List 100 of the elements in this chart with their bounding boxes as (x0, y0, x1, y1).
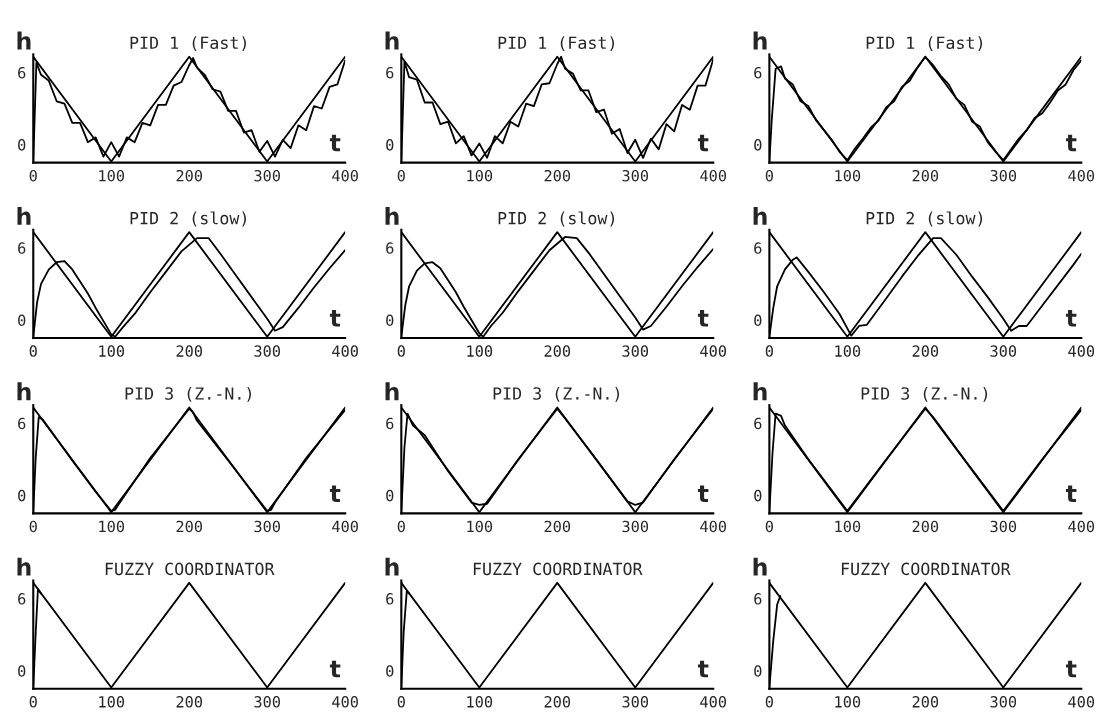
y-tick-label: 6 (386, 593, 394, 605)
y-axis-title: h (17, 31, 31, 50)
x-tick-label: 0 (765, 520, 773, 533)
y-tick-label: 6 (386, 242, 394, 254)
x-axis-title: t (1065, 134, 1077, 152)
x-axis-title: t (1065, 660, 1077, 678)
x-tick-label: 400 (332, 345, 358, 357)
x-tick-label: 300 (622, 520, 649, 533)
x-tick-label: 300 (622, 696, 649, 708)
x-tick-label: 100 (99, 169, 125, 182)
chart-title: FUZZY COORDINATOR (841, 562, 1011, 576)
y-axis-title: h (385, 31, 399, 50)
x-tick-label: 100 (467, 169, 493, 182)
y-axis-title: h (17, 206, 31, 225)
x-tick-label: 300 (622, 345, 649, 357)
x-tick-label: 0 (765, 169, 773, 182)
x-tick-label: 100 (99, 345, 125, 357)
y-tick-label: 6 (18, 66, 26, 79)
x-tick-label: 300 (254, 169, 281, 182)
x-tick-label: 300 (990, 345, 1017, 357)
y-tick-label: 0 (18, 489, 26, 502)
x-tick-label: 400 (700, 696, 727, 708)
y-tick-label: 0 (386, 139, 394, 151)
y-axis-title: h (385, 382, 399, 401)
chart-title: PID 3 (Z.-N.) (861, 386, 988, 402)
x-tick-label: 400 (332, 696, 358, 708)
y-axis-title: h (17, 557, 31, 576)
x-tick-label: 200 (176, 696, 203, 708)
x-tick-label: 100 (835, 520, 861, 533)
x-tick-label: 300 (990, 169, 1017, 182)
x-tick-label: 300 (254, 345, 281, 357)
x-tick-label: 200 (176, 520, 203, 533)
x-tick-label: 400 (1068, 696, 1095, 708)
x-axis-title: t (329, 310, 341, 327)
x-tick-label: 200 (544, 169, 571, 182)
x-tick-label: 200 (912, 696, 939, 708)
x-tick-label: 0 (397, 520, 405, 533)
x-tick-label: 100 (467, 345, 493, 357)
y-tick-label: 6 (754, 66, 762, 79)
x-tick-label: 300 (990, 696, 1017, 708)
x-tick-label: 100 (835, 696, 861, 708)
x-tick-label: 100 (467, 520, 493, 533)
y-axis-title: h (753, 382, 767, 401)
chart-title: FUZZY COORDINATOR (105, 562, 275, 576)
x-tick-label: 200 (544, 520, 571, 533)
x-tick-label: 200 (176, 345, 203, 357)
y-tick-label: 6 (386, 66, 394, 79)
y-axis-title: h (753, 31, 767, 50)
y-tick-label: 0 (386, 665, 394, 677)
x-tick-label: 400 (700, 345, 727, 357)
chart-title: PID 3 (Z.-N.) (125, 386, 251, 402)
x-tick-label: 200 (912, 345, 939, 357)
chart-title: PID 3 (Z.-N.) (493, 386, 620, 402)
x-axis-title: t (1065, 310, 1077, 327)
y-axis-title: h (385, 206, 399, 225)
y-tick-label: 0 (18, 314, 26, 327)
y-tick-label: 6 (18, 417, 26, 430)
y-tick-label: 6 (18, 242, 26, 254)
y-tick-label: 6 (754, 593, 762, 605)
x-tick-label: 100 (835, 169, 861, 182)
x-tick-label: 100 (99, 696, 125, 708)
chart-title: PID 2 (slow) (130, 211, 246, 227)
x-tick-label: 0 (397, 696, 405, 708)
chart-title: PID 2 (slow) (498, 211, 615, 227)
chart-title: PID 1 (Fast) (498, 36, 615, 52)
x-tick-label: 0 (29, 345, 37, 357)
y-tick-label: 6 (754, 242, 762, 254)
x-tick-label: 400 (332, 169, 358, 182)
x-tick-label: 200 (544, 345, 571, 357)
y-tick-label: 0 (754, 139, 762, 151)
x-axis-title: t (697, 134, 709, 152)
x-tick-label: 300 (254, 520, 281, 533)
x-tick-label: 400 (1068, 345, 1095, 357)
x-tick-label: 0 (765, 696, 773, 708)
x-axis-title: t (1065, 485, 1077, 502)
x-tick-label: 200 (544, 696, 571, 708)
y-tick-label: 0 (18, 139, 26, 151)
y-axis-title: h (385, 557, 399, 576)
x-tick-label: 0 (29, 169, 37, 182)
x-tick-label: 0 (29, 696, 37, 708)
x-tick-label: 400 (332, 520, 358, 533)
chart-title: PID 1 (Fast) (130, 36, 246, 52)
x-axis-title: t (329, 485, 341, 502)
x-tick-label: 0 (29, 520, 37, 533)
y-tick-label: 0 (754, 489, 762, 502)
chart-title: PID 2 (slow) (866, 211, 983, 227)
x-axis-title: t (697, 485, 709, 502)
x-tick-label: 100 (99, 520, 125, 533)
chart-title: FUZZY COORDINATOR (473, 562, 643, 576)
y-axis-title: h (753, 206, 767, 225)
x-axis-title: t (329, 134, 341, 152)
x-tick-label: 400 (1068, 169, 1095, 182)
y-axis-title: h (17, 382, 31, 401)
x-tick-label: 200 (912, 169, 939, 182)
x-axis-title: t (697, 310, 709, 327)
x-tick-label: 0 (397, 169, 405, 182)
y-tick-label: 6 (18, 593, 26, 605)
x-tick-label: 100 (835, 345, 861, 357)
x-tick-label: 300 (990, 520, 1017, 533)
x-tick-label: 200 (176, 169, 203, 182)
